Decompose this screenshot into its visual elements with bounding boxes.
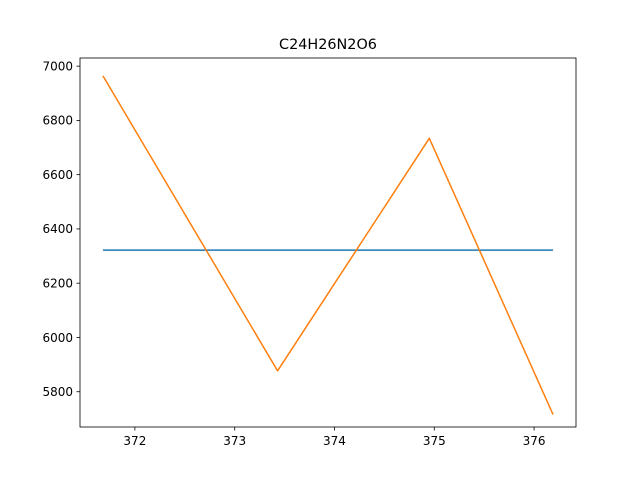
y-tick-label: 6400 (42, 222, 73, 236)
x-tick-label: 375 (423, 434, 446, 448)
series-layer (102, 75, 554, 415)
y-tick-label: 6200 (42, 276, 73, 290)
y-tick-label: 7000 (42, 59, 73, 73)
y-tick-label: 5800 (42, 385, 73, 399)
x-tick-label: 374 (323, 434, 346, 448)
y-axis: 5800 6000 6200 6400 6600 6800 7000 (42, 59, 80, 399)
x-tick-label: 373 (223, 434, 246, 448)
y-tick-label: 6600 (42, 168, 73, 182)
axes-frame (79, 57, 577, 428)
plot-area: 372 373 374 375 376 5800 6000 6200 6400 6600 6800… (42, 57, 577, 448)
y-tick-label: 6800 (42, 114, 73, 128)
series-line-2 (102, 75, 554, 415)
x-tick-label: 376 (523, 434, 546, 448)
y-tick-label: 6000 (42, 331, 73, 345)
x-axis: 372 373 374 375 376 (123, 427, 546, 448)
chart-title: C24H26N2O6 (279, 37, 377, 53)
x-tick-label: 372 (123, 434, 146, 448)
